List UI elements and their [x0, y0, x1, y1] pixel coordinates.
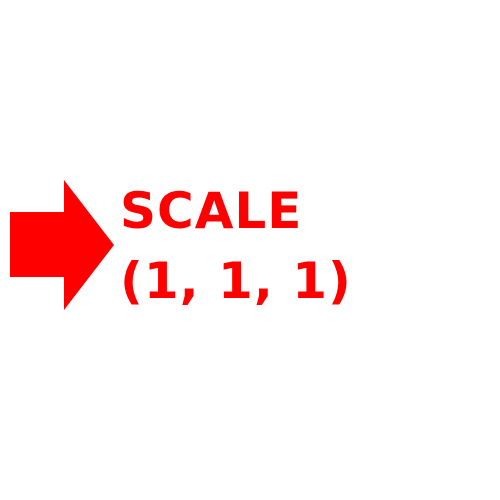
scale-label: SCALE: [120, 182, 303, 240]
right-arrow-icon: [10, 180, 114, 310]
scale-value: (1, 1, 1): [120, 252, 352, 310]
